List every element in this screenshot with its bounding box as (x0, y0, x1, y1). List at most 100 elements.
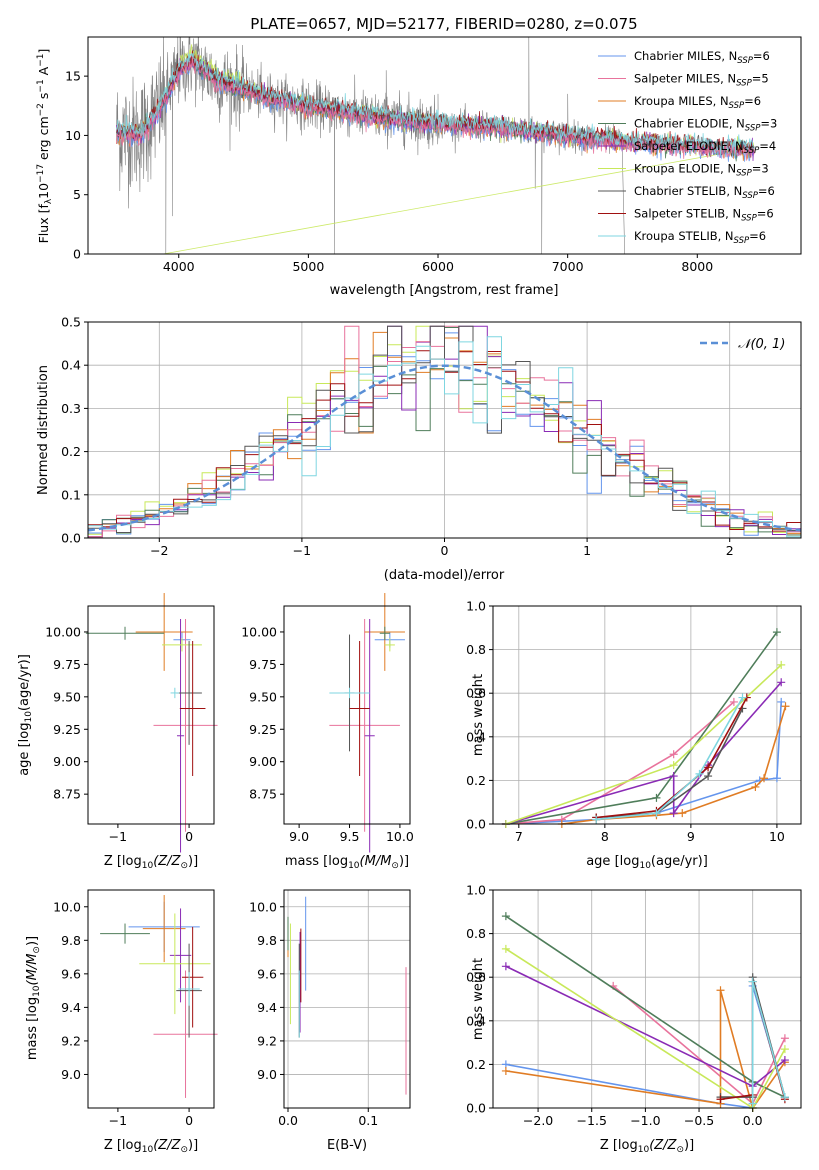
y-tick-label: 9.6 (257, 966, 277, 981)
mass-vs-EBV-panel: 0.0 0.1 9.0 9.2 9.4 9.6 9.8 10.0 E(B-V) (249, 889, 411, 1153)
mass-weight-marker (780, 1045, 789, 1054)
mass-weight-marker (716, 1095, 725, 1104)
y-tick-label: 0.6 (466, 970, 486, 985)
y-tick-label: 0.6 (466, 686, 486, 701)
y-axis-label: age [log10(age/yr)] (17, 654, 34, 776)
legend-label-main: Chabrier STELIB, N (634, 184, 742, 198)
y-tick-label: 0.4 (466, 729, 486, 744)
x-tick-label: −1.0 (630, 1113, 660, 1128)
mass-weight-marker (729, 697, 738, 706)
age-vs-mass-frame (283, 605, 411, 825)
x-tick-label: 8 (601, 829, 609, 844)
y-tick-label: 9.6 (61, 966, 81, 981)
legend-label-sub: SSP (741, 214, 757, 224)
mass-weight-marker (669, 750, 678, 759)
legend-label: Salpeter ELODIE, NSSP=4 (634, 139, 776, 156)
errorbar-point (181, 926, 204, 1028)
weight-vs-age-panel: 7 8 9 10 0.0 0.2 0.4 0.6 0.8 1.0 age [log10(age/y… (466, 599, 802, 871)
mass-vs-EBV-frame (283, 889, 411, 1109)
legend-label-tail: =6 (749, 229, 766, 243)
legend-label: Chabrier STELIB, NSSP=6 (634, 184, 775, 201)
mass-weight-marker (777, 697, 786, 706)
y-tick-label: 0.8 (466, 926, 486, 941)
y-axis-label: mass [log10(M/M⊙)] (25, 936, 42, 1060)
y-axis-label: mass weight (471, 958, 486, 1040)
mass-weight-marker (780, 1093, 789, 1102)
mass-weight-marker (652, 809, 661, 818)
mass-weight-marker (777, 660, 786, 669)
errorbar-point (153, 618, 218, 832)
y-tick-label: 9.00 (53, 754, 81, 769)
y-tick-label: 0.8 (466, 642, 486, 657)
x-axis-label: age [log10(age/yr)] (586, 854, 708, 871)
mass-weight-marker (748, 1099, 757, 1108)
y-axis-label: mass weight (471, 674, 486, 756)
x-tick-label: 8000 (681, 259, 713, 274)
x-tick-label: 6000 (422, 259, 454, 274)
y-tick-label: 0.1 (61, 487, 81, 502)
age-vs-mass-panel: 9.0 9.5 10.0 8.75 9.00 9.25 9.50 9.75 10.00 mass… (241, 593, 414, 871)
mass-weight-marker (592, 815, 601, 824)
legend-label-tail: =6 (753, 49, 770, 63)
y-tick-label: 10.0 (53, 899, 81, 914)
legend-label-sub: SSP (745, 124, 761, 134)
x-axis-label: Z [log10(Z/Z⊙)] (104, 854, 198, 871)
legend-label-sub: SSP (742, 191, 758, 201)
weight-vs-age-frame (492, 605, 802, 825)
errorbar-point (100, 923, 150, 944)
mass-weight-marker (652, 793, 661, 802)
model-spectrum-line (116, 52, 755, 157)
y-tick-label: 9.25 (249, 722, 277, 737)
x-tick-label: 0.0 (743, 1113, 763, 1128)
mass-weight-marker (780, 1034, 789, 1043)
mass-weight-marker (501, 912, 510, 921)
y-tick-label: 9.0 (257, 1067, 277, 1082)
gaussian-legend-label: 𝒩(0, 1) (738, 337, 785, 352)
y-tick-label: 9.4 (61, 1000, 81, 1015)
x-tick-label: −1.5 (577, 1113, 607, 1128)
mass-weight-marker (501, 962, 510, 971)
legend-label-sub: SSP (729, 101, 745, 111)
mass-weight-marker (751, 782, 760, 791)
y-tick-label: 10.0 (249, 899, 277, 914)
mass-weight-marker (704, 763, 713, 772)
mass-weight-marker (669, 772, 678, 781)
legend-label-sub: SSP (734, 236, 750, 246)
residual-histogram (88, 325, 801, 533)
y-tick-label: 0.4 (61, 358, 81, 373)
errorbar-point (176, 641, 202, 745)
legend-label-main: Kroupa MILES, N (634, 94, 729, 108)
errorbar-point (153, 970, 218, 1098)
y-tick-label: 8.75 (53, 787, 81, 802)
legend-label: Chabrier ELODIE, NSSP=3 (634, 117, 777, 134)
x-tick-label: 1 (583, 543, 591, 558)
y-tick-label: 0.3 (61, 401, 81, 416)
mass-vs-Z-panel: −1 0 9.0 9.2 9.4 9.6 9.8 10.0 Z [log10(Z/Z⊙)] m… (25, 889, 218, 1155)
x-tick-label: 2 (726, 543, 734, 558)
legend: 𝒩(0, 1) (700, 337, 785, 352)
y-tick-label: 9.50 (53, 689, 81, 704)
legend-label-tail: =5 (752, 72, 769, 86)
y-tick-label: 0.0 (61, 531, 81, 546)
errorbar-point (162, 638, 202, 652)
errorbar-point (170, 687, 180, 699)
y-tick-label: 9.4 (257, 1000, 277, 1015)
legend-label: Salpeter MILES, NSSP=5 (634, 72, 769, 89)
errorbar-point (329, 618, 400, 832)
y-tick-label: 9.25 (53, 722, 81, 737)
legend-label-tail: =3 (760, 117, 777, 131)
mass-weight-marker (760, 774, 769, 783)
mass-weight-marker (501, 1066, 510, 1075)
legend-label: Chabrier MILES, NSSP=6 (634, 49, 770, 66)
y-tick-label: 0.5 (61, 315, 81, 330)
y-tick-label: 1.0 (466, 599, 486, 614)
y-tick-label: 9.75 (249, 657, 277, 672)
legend-label: Kroupa STELIB, NSSP=6 (634, 229, 766, 246)
x-axis-label: Z [log10(Z/Z⊙)] (600, 1138, 694, 1155)
mass-weight-marker (695, 769, 704, 778)
y-tick-label: 5 (73, 187, 81, 202)
mass-weight-line (505, 701, 782, 825)
legend-label-main: Kroupa ELODIE, N (634, 162, 736, 176)
errorbar-point (169, 908, 192, 1003)
